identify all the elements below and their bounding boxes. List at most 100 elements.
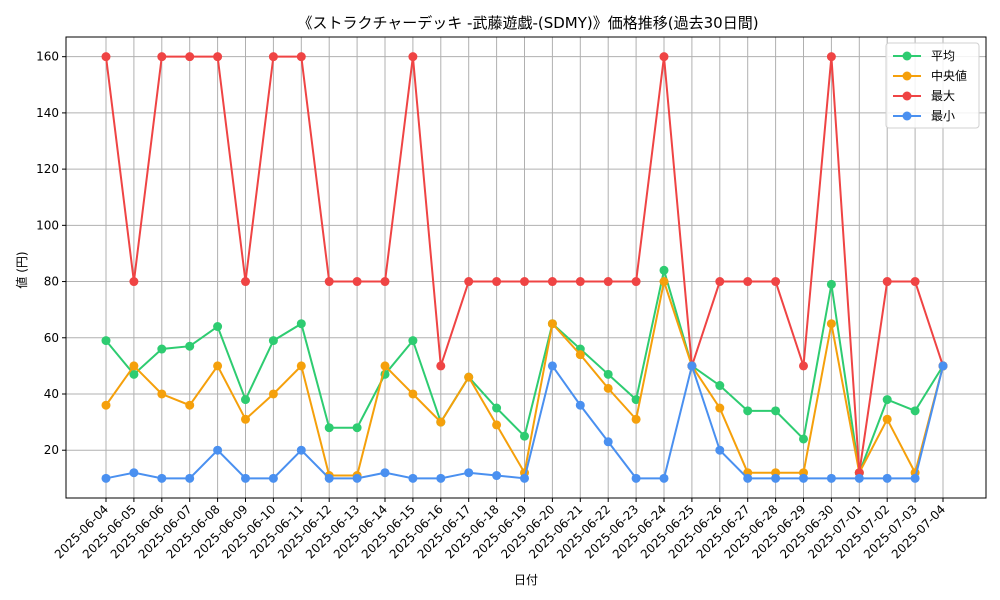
data-point xyxy=(185,52,195,62)
data-point xyxy=(603,437,613,447)
y-tick-label: 100 xyxy=(36,218,59,232)
chart-title: 《ストラクチャーデッキ -武藤遊戯-(SDMY)》価格推移(過去30日間) xyxy=(297,14,758,32)
data-point xyxy=(296,361,306,371)
data-point xyxy=(129,277,139,287)
data-point xyxy=(492,471,502,481)
data-point xyxy=(771,406,781,416)
data-point xyxy=(631,277,641,287)
data-point xyxy=(464,277,474,287)
data-point xyxy=(575,277,585,287)
data-point xyxy=(352,423,362,433)
data-point xyxy=(715,381,725,391)
data-point xyxy=(213,361,223,371)
y-tick-label: 60 xyxy=(44,331,59,345)
data-point xyxy=(631,414,641,424)
data-point xyxy=(324,423,334,433)
data-point xyxy=(129,361,139,371)
y-tick-label: 80 xyxy=(44,275,59,289)
data-point xyxy=(268,389,278,399)
data-point xyxy=(213,322,223,332)
y-tick-label: 40 xyxy=(44,387,59,401)
data-point xyxy=(157,344,167,354)
data-point xyxy=(771,473,781,483)
data-point xyxy=(268,52,278,62)
data-point xyxy=(715,277,725,287)
legend-label: 平均 xyxy=(931,49,955,63)
data-point xyxy=(687,361,697,371)
y-tick-label: 120 xyxy=(36,162,59,176)
data-point xyxy=(296,52,306,62)
data-point xyxy=(910,406,920,416)
data-point xyxy=(882,414,892,424)
plot-frame xyxy=(65,36,987,499)
x-axis-ticks: 2025-06-042025-06-052025-06-062025-06-07… xyxy=(52,498,948,561)
legend-label: 最大 xyxy=(931,89,955,103)
data-point xyxy=(854,473,864,483)
data-point xyxy=(380,277,390,287)
data-point xyxy=(771,277,781,287)
data-point xyxy=(213,445,223,455)
data-point xyxy=(324,277,334,287)
data-point xyxy=(826,279,836,289)
data-point xyxy=(799,361,808,371)
data-point xyxy=(213,52,223,62)
data-point xyxy=(157,52,167,62)
data-point xyxy=(659,473,669,483)
data-point xyxy=(826,319,836,329)
data-point xyxy=(938,361,948,371)
data-point xyxy=(101,336,111,346)
data-point xyxy=(520,473,529,483)
data-point xyxy=(101,400,111,410)
data-point xyxy=(157,473,167,483)
legend-box xyxy=(885,42,980,129)
data-point xyxy=(492,277,502,287)
data-point xyxy=(547,319,557,329)
data-point xyxy=(492,420,502,430)
data-point xyxy=(743,406,753,416)
data-point xyxy=(268,336,278,346)
data-point xyxy=(408,389,418,399)
data-point xyxy=(185,341,195,351)
series-平均 xyxy=(101,265,948,478)
data-point xyxy=(436,417,446,427)
data-point xyxy=(492,403,502,413)
data-point xyxy=(659,52,669,62)
data-point xyxy=(882,277,892,287)
data-point xyxy=(324,473,334,483)
data-point xyxy=(241,414,250,424)
legend-swatch-marker xyxy=(902,91,912,101)
data-point xyxy=(882,473,892,483)
data-point xyxy=(129,369,139,379)
y-axis-ticks: 20 40 60 80 100 120 140 160 xyxy=(36,50,66,457)
data-point xyxy=(464,468,474,478)
data-point xyxy=(408,473,418,483)
data-point xyxy=(520,431,529,441)
data-point xyxy=(520,277,529,287)
data-point xyxy=(603,277,613,287)
data-point xyxy=(547,277,557,287)
data-point xyxy=(631,395,641,405)
data-point xyxy=(659,265,669,275)
series-group xyxy=(101,52,948,483)
data-point xyxy=(799,434,808,444)
data-point xyxy=(659,277,669,287)
data-point xyxy=(464,372,474,382)
data-point xyxy=(296,319,306,329)
legend-swatch-marker xyxy=(902,71,912,81)
data-point xyxy=(743,473,753,483)
legend-label: 中央値 xyxy=(931,68,967,83)
data-point xyxy=(910,277,920,287)
data-point xyxy=(603,369,613,379)
data-point xyxy=(408,336,418,346)
data-point xyxy=(715,445,725,455)
y-tick-label: 160 xyxy=(36,50,59,64)
data-point xyxy=(631,473,641,483)
data-point xyxy=(603,383,613,393)
data-point xyxy=(157,389,167,399)
data-point xyxy=(715,403,725,413)
series-最大 xyxy=(101,52,948,478)
data-point xyxy=(743,277,753,287)
data-point xyxy=(352,473,362,483)
data-point xyxy=(436,361,446,371)
data-point xyxy=(380,468,390,478)
